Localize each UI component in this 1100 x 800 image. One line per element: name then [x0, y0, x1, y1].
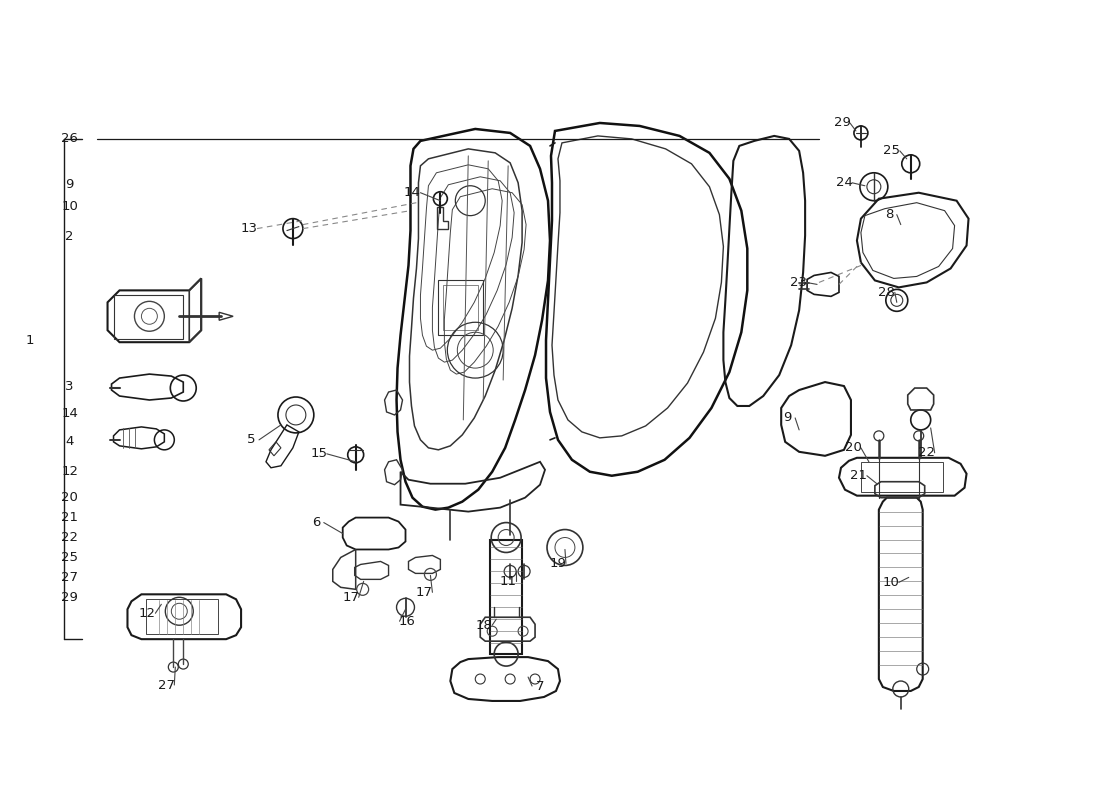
Bar	[146, 599, 218, 634]
Text: 21: 21	[62, 511, 78, 524]
Text: 14: 14	[62, 407, 78, 421]
Text: 1: 1	[25, 334, 34, 346]
Text: 10: 10	[62, 200, 78, 213]
Text: 12: 12	[139, 606, 156, 620]
Text: 16: 16	[399, 614, 416, 628]
Text: 9: 9	[66, 178, 74, 191]
Text: 23: 23	[790, 276, 806, 289]
Bar	[113, 295, 184, 339]
Text: 25: 25	[62, 551, 78, 564]
Text: 27: 27	[62, 571, 78, 584]
Bar	[861, 462, 943, 492]
Text: 22: 22	[918, 446, 935, 459]
Text: 11: 11	[499, 575, 517, 588]
Text: 5: 5	[246, 434, 255, 446]
Text: 29: 29	[834, 117, 850, 130]
Text: 9: 9	[783, 411, 791, 425]
Text: 18: 18	[476, 618, 493, 632]
Text: 4: 4	[66, 435, 74, 448]
Text: 13: 13	[241, 222, 257, 235]
Text: 24: 24	[836, 176, 852, 190]
Text: 20: 20	[62, 491, 78, 504]
Text: 6: 6	[311, 516, 320, 529]
Text: 28: 28	[879, 286, 895, 299]
Text: 14: 14	[404, 186, 421, 199]
Text: 8: 8	[884, 208, 893, 221]
Text: 2: 2	[65, 230, 74, 243]
Text: 7: 7	[536, 679, 544, 693]
Text: 20: 20	[845, 442, 861, 454]
Text: 29: 29	[62, 591, 78, 604]
Text: 10: 10	[882, 576, 900, 589]
Text: 22: 22	[62, 531, 78, 544]
Text: 12: 12	[62, 466, 78, 478]
Bar	[443, 286, 478, 330]
Bar	[491, 539, 522, 654]
Text: 19: 19	[550, 557, 566, 570]
Text: 15: 15	[310, 447, 328, 460]
Text: 21: 21	[850, 470, 868, 482]
Bar	[439, 281, 483, 335]
Text: 27: 27	[157, 678, 175, 691]
Text: 17: 17	[416, 586, 433, 599]
Text: 17: 17	[342, 591, 360, 604]
Text: 25: 25	[883, 144, 900, 158]
Text: 3: 3	[65, 379, 74, 393]
Text: 26: 26	[62, 133, 78, 146]
